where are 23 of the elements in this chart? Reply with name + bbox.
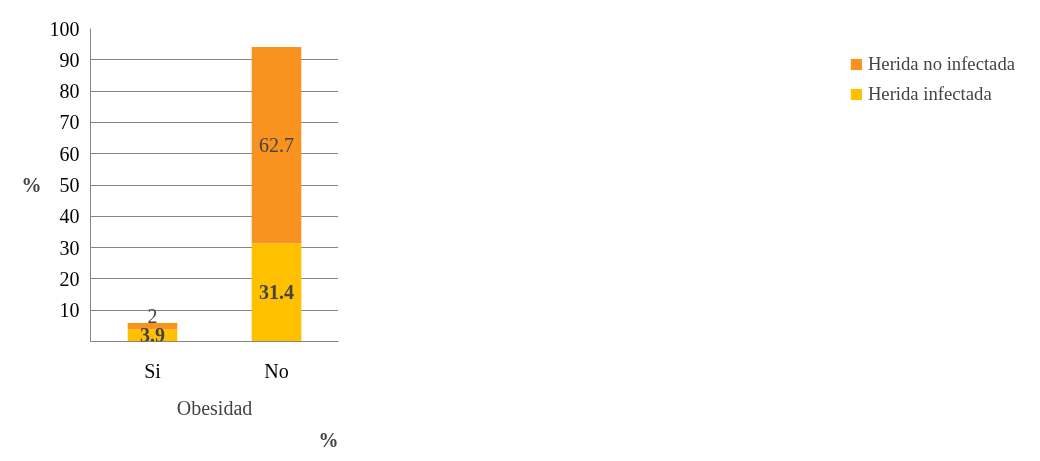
legend-label: Herida infectada [867, 83, 992, 105]
y-tick-label: 70 [59, 111, 80, 134]
y-tick-label: 100 [49, 17, 80, 40]
x-tick-label: Si [144, 359, 162, 382]
data-label: 31.4 [259, 281, 294, 304]
data-label: 62.7 [259, 134, 294, 157]
y-tick-label: 20 [59, 267, 80, 290]
y-tick-label: 30 [59, 236, 80, 259]
x-tick-label: No [264, 359, 289, 382]
x-axis-title: Obesidad [176, 396, 253, 419]
legend-label: Herida no infectada [867, 53, 1015, 75]
y-tick-label: 80 [59, 80, 80, 103]
y-tick-label: 40 [59, 205, 80, 228]
y-tick-label: 90 [59, 48, 80, 71]
data-label: 2 [147, 305, 158, 328]
y-axis-title: % [21, 174, 42, 196]
y-tick-label: 60 [59, 142, 80, 165]
bar [251, 46, 302, 244]
bar [251, 243, 302, 342]
y-tick-label: 50 [59, 174, 80, 196]
y-tick-label: 10 [59, 299, 80, 322]
text: % [318, 428, 339, 451]
bar [127, 323, 178, 330]
